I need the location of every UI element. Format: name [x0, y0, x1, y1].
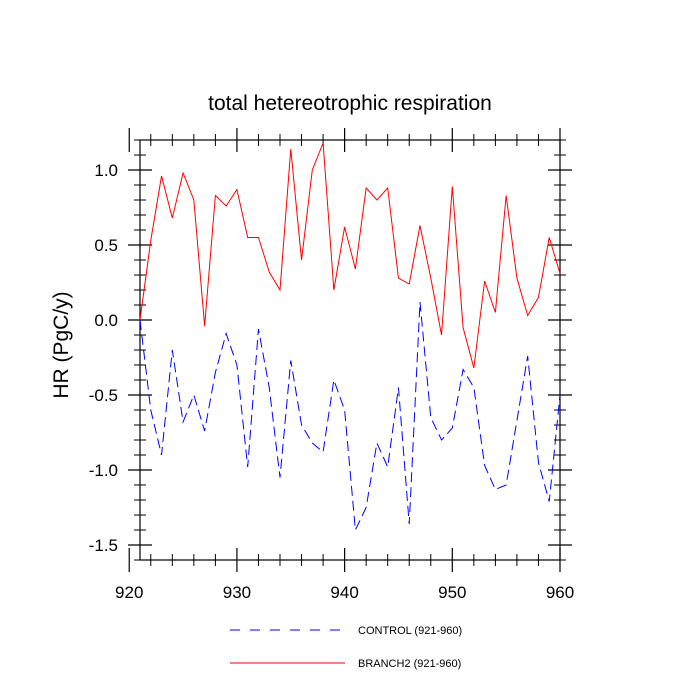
y-tick-label: 0.5	[94, 236, 118, 255]
series-group	[139, 142, 561, 532]
x-tick-label: 930	[223, 583, 251, 602]
legend-label: CONTROL (921-960)	[358, 625, 462, 637]
y-tick-label: -0.5	[89, 386, 118, 405]
y-axis-label: HR (PgC/y)	[50, 291, 73, 398]
x-tick-label: 940	[330, 583, 358, 602]
axis-ticks: 920 930 940 950 960 1.0 0.5 0.0 -0.5 -1.0 -1.5	[89, 128, 574, 602]
x-tick-label: 960	[546, 583, 574, 602]
y-tick-label: -1.5	[89, 536, 118, 555]
chart-title: total hetereotrophic respiration	[208, 92, 492, 115]
x-tick-label: 950	[438, 583, 466, 602]
x-tick-label: 920	[115, 583, 143, 602]
y-tick-label: 0.0	[94, 311, 118, 330]
y-tick-label: -1.0	[89, 461, 118, 480]
series-line-control	[139, 301, 561, 532]
plot-frame	[139, 139, 561, 561]
legend: CONTROL (921-960) BRANCH2 (921-960)	[230, 625, 462, 670]
legend-label: BRANCH2 (921-960)	[358, 658, 461, 670]
y-tick-label: 1.0	[94, 161, 118, 180]
series-line-branch2	[139, 142, 561, 369]
